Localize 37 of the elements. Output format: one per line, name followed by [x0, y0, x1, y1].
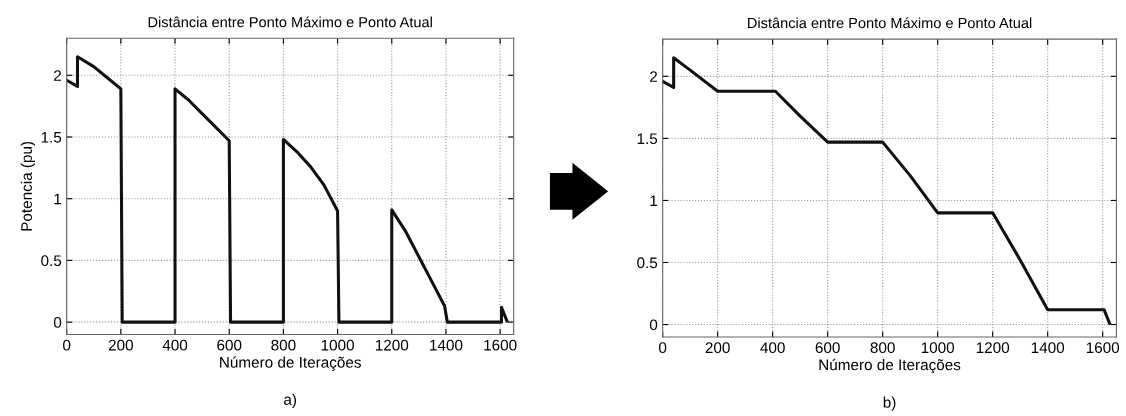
y-tick-label: 1.5 — [41, 132, 62, 143]
x-tick-label: 200 — [108, 339, 133, 351]
y-tick-label: 2 — [54, 70, 62, 81]
x-axis-title: Número de Iterações — [220, 356, 361, 371]
x-tick-label: 1400 — [1031, 342, 1065, 354]
text: b) — [883, 396, 896, 411]
x-tick-label: 600 — [217, 339, 242, 351]
line-series — [66, 55, 509, 324]
line-series — [662, 56, 1112, 325]
x-tick-label: 0 — [659, 342, 667, 354]
y-tick-label: 0 — [649, 319, 658, 331]
y-tick-label: 1.5 — [637, 133, 658, 145]
x-tick-label: 600 — [815, 342, 840, 354]
x-tick-label: 1200 — [375, 339, 409, 351]
x-tick-label: 400 — [760, 342, 785, 354]
y-tick-label: 1 — [54, 193, 62, 205]
x-tick-label: 1400 — [430, 339, 463, 351]
x-tick-label: 1000 — [921, 342, 955, 354]
x-tick-label: 200 — [705, 342, 730, 354]
y-tick-label: 0 — [53, 316, 62, 328]
text: a) — [284, 393, 297, 408]
chart-title: Distância entre Ponto Máximo e Ponto Atual — [148, 16, 432, 28]
x-tick-label: 800 — [271, 339, 296, 351]
x-tick-label: 1200 — [976, 342, 1010, 354]
x-axis-title: Número de Iterações — [819, 358, 961, 374]
x-tick-label: 1600 — [1086, 342, 1120, 354]
x-tick-label: 1000 — [321, 339, 354, 351]
x-tick-label: 0 — [63, 339, 71, 351]
y-tick-label: 1 — [650, 195, 658, 206]
y-tick-label: 0.5 — [637, 257, 658, 269]
x-tick-label: 800 — [870, 342, 895, 354]
y-axis-title: Potencia (pu) — [20, 141, 36, 231]
x-tick-label: 1600 — [484, 339, 517, 351]
y-tick-label: 2 — [650, 71, 658, 82]
chart-title: Distância entre Ponto Máximo e Ponto Atual — [748, 17, 1032, 29]
y-tick-label: 0.5 — [41, 255, 62, 267]
x-tick-label: 400 — [162, 339, 188, 351]
